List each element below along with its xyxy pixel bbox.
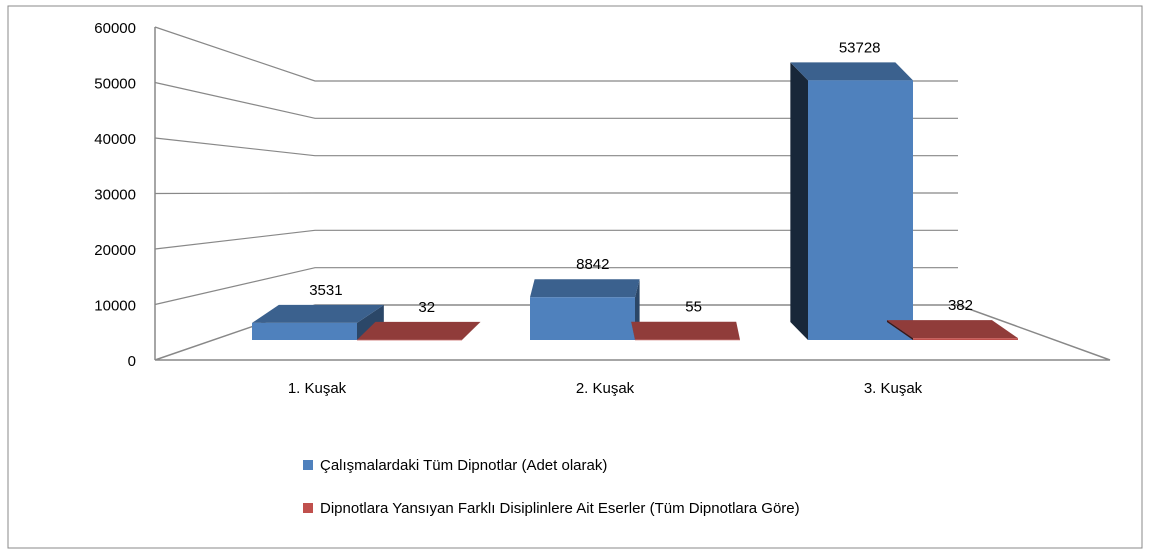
legend-label: Dipnotlara Yansıyan Farklı Disiplinlere … <box>320 500 800 517</box>
bar-face <box>530 279 640 298</box>
y-tick-label: 60000 <box>94 20 136 37</box>
bar-face <box>790 62 808 340</box>
bar-face <box>252 304 384 323</box>
bar <box>357 321 481 341</box>
data-label: 53728 <box>839 39 881 56</box>
y-tick-label: 20000 <box>94 242 136 259</box>
bar-face <box>886 320 1018 339</box>
bar-face <box>808 80 913 340</box>
chart-border <box>7 5 1143 549</box>
bar <box>631 321 740 341</box>
bar-face <box>357 304 384 340</box>
bar-face <box>631 321 740 340</box>
y-tick-label: 0 <box>128 353 136 370</box>
data-label: 32 <box>418 299 435 316</box>
data-label: 8842 <box>576 256 609 273</box>
grid-line <box>154 267 958 306</box>
bar-face <box>635 339 740 341</box>
bar <box>790 62 913 340</box>
bar <box>252 304 384 340</box>
y-tick-label: 30000 <box>94 186 136 203</box>
x-tick-label: 3. Kuşak <box>864 380 923 397</box>
legend-swatch <box>303 460 313 470</box>
grid-line <box>154 137 958 157</box>
grid-line <box>154 26 958 82</box>
x-tick-label: 2. Kuşak <box>576 380 635 397</box>
bar-face <box>913 338 1018 340</box>
data-label: 55 <box>685 299 702 316</box>
grid-line <box>154 192 958 195</box>
bar-face <box>357 339 462 341</box>
y-tick-label: 50000 <box>94 75 136 92</box>
bar-face <box>357 321 481 340</box>
bar-face <box>530 297 635 340</box>
y-tick-label: 10000 <box>94 297 136 314</box>
data-label: 3531 <box>309 282 342 299</box>
data-label: 382 <box>948 297 973 314</box>
bar-face <box>631 321 635 340</box>
grid-line <box>154 229 958 250</box>
y-tick-label: 40000 <box>94 131 136 148</box>
legend-label: Çalışmalardaki Tüm Dipnotlar (Adet olara… <box>320 457 607 474</box>
bar-face <box>790 62 913 81</box>
bar-face <box>252 322 357 340</box>
bar-face <box>462 321 481 340</box>
bar-face <box>886 320 913 340</box>
bar <box>530 279 640 340</box>
x-tick-label: 1. Kuşak <box>288 380 347 397</box>
legend-swatch <box>303 503 313 513</box>
bar <box>886 320 1018 340</box>
grid-line <box>154 81 958 119</box>
